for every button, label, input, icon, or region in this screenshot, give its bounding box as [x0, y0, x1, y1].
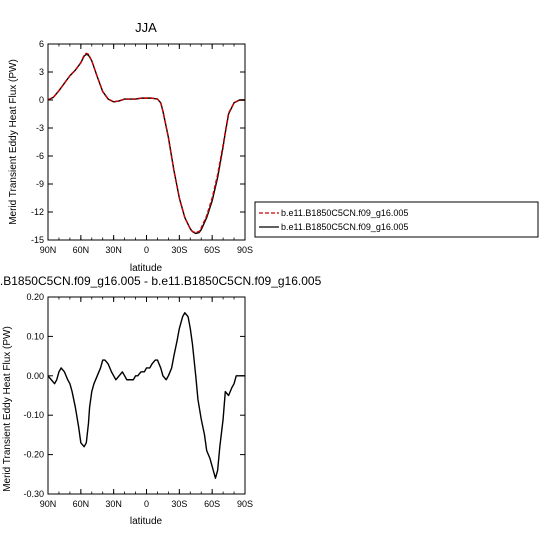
top-series-line-1 — [47, 52, 245, 234]
bottom-ytick-label: 0.10 — [26, 331, 44, 341]
top-panel-xlabel: latitude — [130, 263, 163, 274]
top-ytick-label: -12 — [31, 207, 44, 217]
top-xtick-label: 90N — [40, 245, 57, 255]
bottom-xtick-label: 0 — [144, 499, 149, 509]
top-ytick-label: 3 — [39, 67, 44, 77]
top-xtick-label: 30S — [171, 245, 187, 255]
top-panel: JJA Merid Transient Eddy Heat Flux (PW) … — [8, 20, 253, 274]
bottom-panel-ylabel: Merid Transient Eddy Heat Flux (PW) — [2, 326, 13, 492]
bottom-series-line-0 — [47, 312, 245, 479]
legend-label-1: b.e11.B1850C5CN.f09_g16.005 — [281, 208, 408, 218]
top-series-line-0 — [47, 53, 245, 235]
bottom-panel: b.e11.B1850C5CN.f09_g16.005 - b.e11.B185… — [0, 274, 322, 527]
top-ytick-label: -9 — [36, 179, 44, 189]
bottom-ytick-label: -0.30 — [23, 489, 44, 499]
top-panel-frame — [47, 43, 246, 241]
bottom-xtick-label: 60N — [73, 499, 90, 509]
bottom-xtick-label: 90N — [40, 499, 57, 509]
bottom-panel-frame — [47, 296, 246, 495]
top-xtick-label: 0 — [144, 245, 149, 255]
top-ytick-label: 0 — [39, 95, 44, 105]
top-panel-title: JJA — [135, 20, 157, 35]
top-ytick-label: 6 — [39, 39, 44, 49]
top-xtick-label: 30N — [105, 245, 122, 255]
bottom-ytick-label: 0.20 — [26, 292, 44, 302]
bottom-xtick-label: 60S — [204, 499, 220, 509]
top-ytick-label: -15 — [31, 235, 44, 245]
top-xtick-label: 60N — [73, 245, 90, 255]
top-xtick-label: 60S — [204, 245, 220, 255]
bottom-ytick-label: 0.00 — [26, 371, 44, 381]
bottom-panel-xlabel: latitude — [130, 516, 163, 527]
bottom-xtick-label: 30N — [105, 499, 122, 509]
legend-label-2: b.e11.B1850C5CN.f09_g16.005 — [281, 222, 408, 232]
top-xtick-label: 90S — [237, 245, 253, 255]
top-ytick-label: -6 — [36, 151, 44, 161]
legend: b.e11.B1850C5CN.f09_g16.005 b.e11.B1850C… — [254, 201, 539, 238]
bottom-panel-title: b.e11.B1850C5CN.f09_g16.005 - b.e11.B185… — [0, 274, 322, 288]
top-ytick-label: -3 — [36, 123, 44, 133]
bottom-ytick-label: -0.10 — [23, 410, 44, 420]
top-panel-ylabel: Merid Transient Eddy Heat Flux (PW) — [8, 59, 19, 225]
bottom-xtick-label: 90S — [237, 499, 253, 509]
bottom-ytick-label: -0.20 — [23, 450, 44, 460]
legend-box — [254, 201, 539, 238]
bottom-xtick-label: 30S — [171, 499, 187, 509]
